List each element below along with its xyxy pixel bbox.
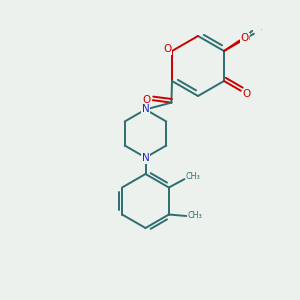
Text: CH₃: CH₃ bbox=[185, 172, 200, 181]
Text: N: N bbox=[142, 104, 149, 114]
Text: CH₃: CH₃ bbox=[187, 212, 202, 220]
Text: N: N bbox=[142, 153, 149, 163]
Text: O: O bbox=[142, 95, 150, 105]
Text: O: O bbox=[261, 29, 262, 30]
Text: O: O bbox=[164, 44, 172, 55]
Text: O: O bbox=[241, 32, 249, 43]
Text: O: O bbox=[241, 34, 249, 44]
Text: O: O bbox=[242, 89, 251, 99]
